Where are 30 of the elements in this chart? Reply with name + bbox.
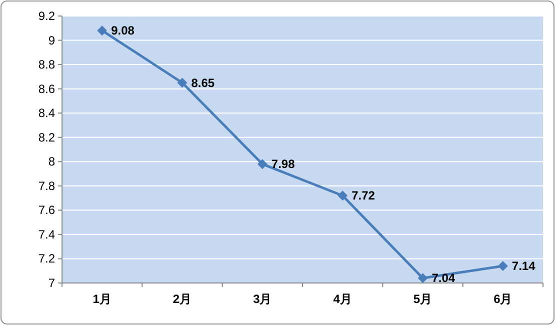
data-label: 9.08 [111, 24, 135, 38]
y-tick-label: 8.6 [38, 82, 56, 96]
data-label: 7.72 [352, 188, 376, 203]
y-tick-label: 9.2 [38, 9, 56, 23]
data-label: 7.98 [271, 157, 296, 172]
point [97, 26, 108, 36]
x-tick-label: 2月 [172, 292, 192, 306]
x-tick-label: 4月 [333, 292, 352, 306]
x-tick-label: 6月 [494, 292, 512, 306]
point [498, 261, 508, 272]
point [338, 190, 348, 201]
y-tick-label: 8 [48, 154, 56, 169]
y-tick-label: 8.4 [38, 106, 56, 120]
y-tick-label: 8.8 [38, 58, 56, 72]
point [418, 273, 428, 284]
y-tick-label: 7.2 [38, 252, 56, 266]
y-tick-label: 7 [48, 276, 56, 290]
x-tick-label: 1月 [92, 292, 112, 306]
y-tick-label: 7.4 [38, 227, 56, 242]
data-label: 7.14 [512, 259, 536, 274]
data-label: 7.04 [432, 271, 456, 286]
y-tick-label: 9 [48, 33, 56, 48]
y-tick-label: 7.6 [38, 203, 56, 218]
x-tick-label: 5月 [413, 292, 432, 306]
point [257, 159, 268, 170]
y-tick-label: 8.2 [38, 130, 56, 144]
data-label: 8.65 [191, 76, 215, 90]
x-tick-label: 3月 [253, 292, 272, 306]
point [177, 78, 188, 88]
y-tick-label: 7.8 [38, 178, 56, 193]
